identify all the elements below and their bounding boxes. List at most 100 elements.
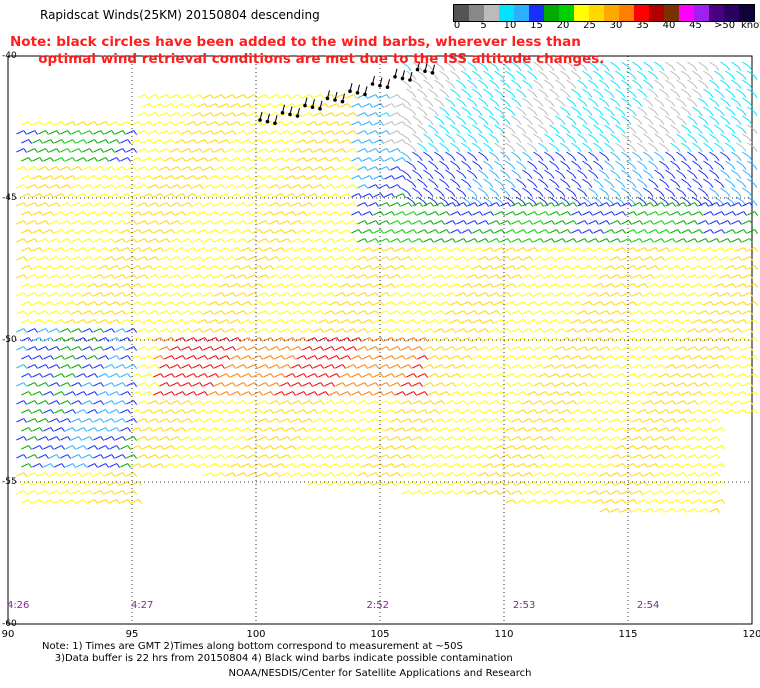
wind-barb-flag [633, 337, 638, 342]
wind-barb-flag [727, 310, 732, 315]
wind-barb [428, 106, 436, 112]
wind-barb [351, 301, 359, 306]
wind-barb-flag [248, 139, 253, 144]
wind-barb [384, 247, 392, 252]
wind-barb [82, 166, 90, 171]
wind-barb-flag [364, 148, 369, 153]
wind-barb [291, 346, 299, 351]
wind-barb-flag [474, 292, 479, 297]
wind-barb [373, 265, 381, 270]
wind-barb [49, 364, 57, 369]
scale-label: >50 [714, 20, 736, 31]
wind-barb-flag [67, 274, 72, 279]
wind-barb [428, 337, 436, 342]
wind-barb-flag [276, 382, 281, 387]
wind-barb-flag [314, 391, 319, 396]
wind-barb-flag [562, 364, 567, 369]
wind-barb-flag [292, 283, 297, 288]
wind-barb [676, 79, 684, 85]
wind-barb [637, 124, 645, 130]
wind-barb [423, 382, 431, 387]
wind-barb-flag [391, 211, 396, 216]
wind-barb [379, 220, 387, 225]
wind-barb-flag [248, 103, 253, 108]
wind-barb [164, 337, 172, 342]
wind-barb [665, 220, 673, 225]
wind-barb [153, 301, 161, 306]
wind-barb-flag [540, 292, 545, 297]
wind-barb [709, 220, 717, 225]
wind-barb [566, 400, 574, 405]
wind-barb [21, 409, 29, 414]
wind-barb [324, 310, 332, 315]
wind-barb-flag [732, 391, 737, 396]
wind-barb-flag [584, 274, 589, 279]
wind-barb-flag [408, 238, 413, 243]
wind-barb-flag [732, 373, 737, 378]
wind-barb-flag [265, 364, 270, 369]
wind-barb-flag [188, 256, 193, 261]
wind-barb-flag [358, 373, 363, 378]
wind-barb [533, 133, 541, 139]
wind-barb [665, 79, 673, 85]
wind-barb [219, 319, 227, 324]
wind-barb-flag [490, 265, 495, 270]
wind-barb [632, 292, 640, 297]
wind-barb-flag [660, 66, 665, 71]
wind-barb [434, 202, 442, 207]
wind-barb-flag [149, 301, 154, 306]
wind-barb-flag [237, 265, 242, 270]
wind-barb-flag [672, 364, 677, 369]
wind-barb-flag [742, 147, 747, 152]
wind-barb-flag [259, 139, 264, 144]
wind-barb-flag [314, 409, 319, 414]
wind-barb-flag [561, 66, 566, 71]
wind-barb-flag [61, 355, 66, 360]
wind-barb-flag [754, 229, 759, 234]
wind-barb-flag [440, 102, 445, 107]
wind-barb [659, 391, 667, 396]
wind-barb-flag [155, 130, 160, 135]
wind-barb-flag [270, 319, 275, 324]
wind-barb [478, 274, 486, 279]
wind-barb-flag [336, 337, 341, 342]
wind-barb [175, 409, 183, 414]
wind-barb-flag [303, 319, 308, 324]
wind-barb-flag [495, 102, 500, 107]
wind-barb-flag [232, 310, 237, 315]
wind-barb-flag [430, 202, 435, 207]
wind-barb-flag [638, 174, 643, 179]
wind-barb [16, 166, 24, 171]
wind-barb [291, 130, 299, 135]
wind-barb-flag [407, 120, 412, 125]
wind-barb-flag [133, 364, 138, 369]
wind-barb [379, 292, 387, 297]
wind-barb [533, 79, 541, 85]
wind-barb [335, 328, 343, 333]
wind-barb [247, 256, 255, 261]
wind-barb [153, 103, 161, 108]
scale-swatch [559, 5, 574, 21]
wind-barb [335, 292, 343, 297]
wind-barb [698, 115, 706, 121]
wind-barb-flag [237, 355, 242, 360]
wind-barb [252, 139, 260, 144]
wind-barb-flag [276, 346, 281, 351]
wind-barb [467, 328, 475, 333]
wind-barb-flag [671, 120, 676, 125]
wind-barb [362, 355, 370, 360]
wind-barb-flag [424, 391, 429, 396]
wind-barb-flag [320, 274, 325, 279]
wind-barb-flag [672, 202, 677, 207]
wind-barb [219, 103, 227, 108]
wind-barb-flag [671, 84, 676, 89]
wind-barb [258, 256, 266, 261]
wind-barb [516, 211, 524, 216]
wind-barb [390, 220, 398, 225]
wind-barb-flag [122, 202, 127, 207]
wind-barb [302, 94, 310, 99]
wind-barb-flag [215, 121, 220, 126]
wind-barb [87, 355, 95, 360]
wind-barb-flag [226, 229, 231, 234]
wind-barb [494, 229, 502, 234]
